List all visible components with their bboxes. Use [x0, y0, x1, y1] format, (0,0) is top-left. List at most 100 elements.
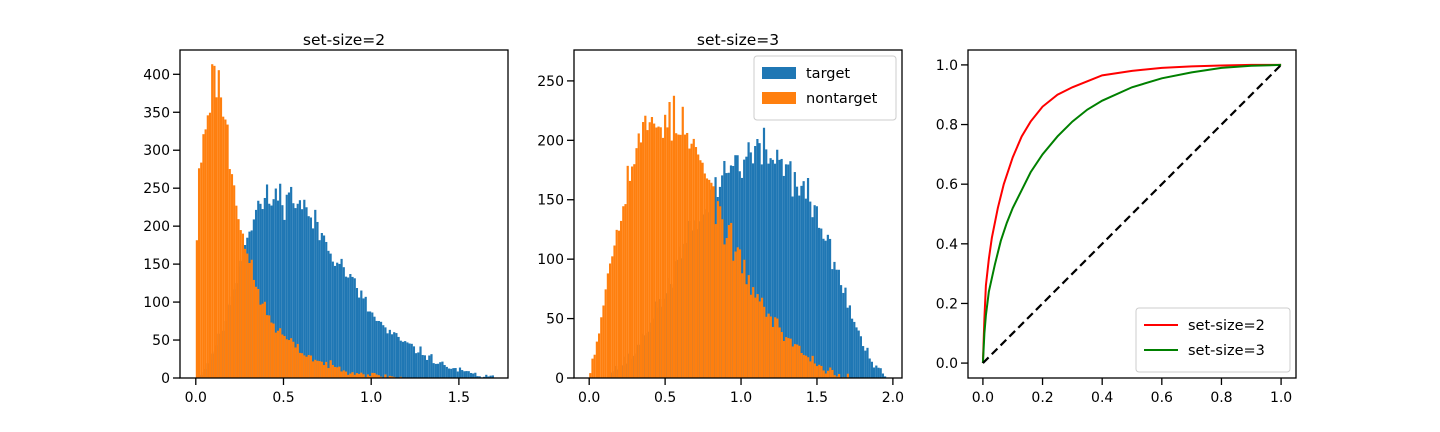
histogram-bar — [263, 197, 266, 378]
histogram-bar — [606, 273, 609, 378]
legend-swatch — [762, 92, 796, 104]
histogram-bar — [807, 357, 810, 378]
x-tick-label: 0.0 — [578, 390, 600, 406]
histogram-bar — [785, 337, 788, 378]
histogram-bar — [272, 199, 275, 378]
histogram-bar — [811, 355, 814, 378]
histogram-bar — [672, 95, 676, 378]
histogram-bar — [793, 172, 796, 378]
histogram-bar — [309, 355, 312, 378]
histogram-bar — [329, 253, 332, 378]
x-tick-label: 0.6 — [1151, 390, 1173, 406]
histogram-bar — [600, 317, 603, 378]
series-line-roc_set3 — [981, 63, 1282, 364]
histogram-bar — [609, 263, 612, 378]
histogram-bar — [769, 316, 772, 378]
histogram-bar — [241, 233, 245, 378]
histogram-bar — [390, 376, 394, 378]
histogram-bar — [265, 184, 269, 378]
histogram-bar — [491, 375, 494, 378]
histogram-bar — [646, 130, 649, 378]
histogram-bar — [307, 354, 310, 378]
histogram-bar — [296, 343, 299, 378]
y-tick-label: 0.2 — [936, 296, 958, 312]
histogram-bar — [820, 228, 823, 378]
histogram-bar — [818, 364, 821, 378]
histogram-bar — [217, 70, 220, 378]
y-tick-label: 0.4 — [936, 237, 958, 253]
histogram-bar — [301, 353, 304, 378]
x-tick-label: 0.0 — [185, 390, 207, 406]
histogram-bar — [826, 370, 830, 378]
histogram-bar — [633, 164, 636, 378]
histogram-bar — [853, 321, 856, 378]
x-tick-label: 1.0 — [360, 390, 382, 406]
histogram-bar — [340, 371, 343, 378]
histogram-bar — [626, 165, 629, 378]
histogram-bar — [778, 327, 781, 378]
histogram-bar — [404, 341, 407, 378]
histogram-bar — [798, 195, 801, 378]
histogram-bar — [716, 201, 720, 378]
histogram-bar — [443, 365, 446, 378]
histogram-bar — [756, 294, 759, 378]
histogram-bar — [756, 139, 759, 378]
histogram-bar — [329, 360, 332, 378]
histogram-bar — [447, 368, 451, 378]
histogram-bar — [624, 204, 627, 378]
histogram-bar — [347, 277, 350, 378]
histogram-bar — [268, 315, 271, 378]
histogram-bar — [270, 322, 273, 378]
histogram-bar — [749, 294, 753, 378]
histogram-bar — [839, 285, 843, 378]
histogram-bar — [848, 305, 851, 378]
y-tick-label: 350 — [143, 105, 170, 121]
histogram-bar — [778, 159, 781, 378]
histogram-bar — [259, 203, 262, 378]
histogram-bar — [780, 158, 783, 378]
histogram-bar — [787, 338, 790, 378]
histogram-bar — [379, 376, 383, 378]
histogram-bar — [338, 366, 341, 378]
histogram-bar — [719, 206, 722, 378]
histogram-bar — [710, 182, 713, 378]
histogram-bar — [336, 262, 339, 378]
legend-label: target — [806, 66, 850, 82]
histogram-bar — [206, 115, 209, 378]
histogram-bar — [311, 228, 315, 378]
x-tick-label: 1.0 — [730, 390, 752, 406]
histogram-bar — [474, 372, 477, 378]
histogram-bar — [375, 374, 378, 378]
histogram-bar — [430, 354, 433, 378]
legend-label: set-size=2 — [1188, 318, 1265, 334]
histogram-bar — [791, 346, 794, 378]
histogram-bar — [276, 200, 280, 378]
histogram-bar — [366, 374, 369, 378]
histogram-bar — [373, 372, 376, 378]
y-tick-label: 200 — [537, 133, 564, 149]
histogram-bar — [290, 186, 293, 378]
histogram-bar — [831, 269, 834, 378]
histogram-bar — [261, 303, 264, 378]
histogram-bar — [813, 205, 816, 378]
histogram-bar — [213, 65, 216, 378]
histogram-bar — [362, 374, 365, 378]
axes-frame — [179, 49, 509, 379]
histogram-bar — [432, 363, 435, 378]
histogram-bar — [793, 344, 797, 378]
histogram-bar — [478, 376, 481, 378]
histogram-bar — [195, 240, 198, 378]
histogram-bar — [806, 178, 810, 378]
histogram-bar — [675, 133, 678, 378]
histogram-bar — [760, 164, 763, 378]
histogram-bar — [648, 122, 651, 378]
histogram-bar — [426, 359, 429, 378]
histogram-bar — [458, 367, 462, 378]
histogram-bar — [305, 356, 308, 378]
histogram-bar — [325, 241, 328, 378]
histogram-bar — [487, 376, 490, 378]
histogram-bar — [386, 333, 389, 378]
histogram-bar — [747, 275, 750, 378]
histogram-bar — [259, 304, 262, 378]
histogram-bar — [802, 181, 805, 378]
